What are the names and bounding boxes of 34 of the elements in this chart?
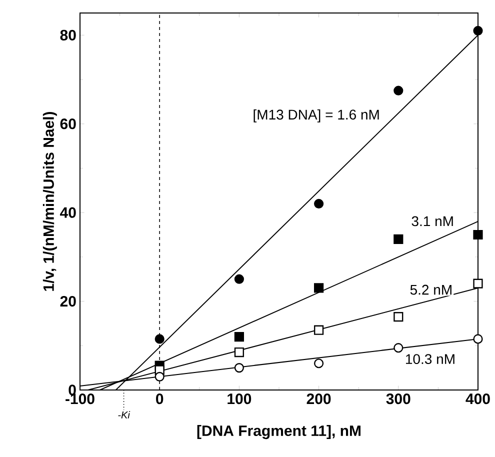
point	[473, 278, 483, 288]
y-axis-title: 1/v, 1/(nM/min/Units Nael)	[42, 112, 57, 291]
point	[394, 343, 404, 353]
series-label: 3.1 nM	[412, 216, 453, 226]
y-tick-label: 80	[60, 30, 76, 40]
point	[154, 334, 164, 344]
point	[394, 86, 404, 96]
point	[473, 230, 483, 240]
point	[234, 347, 244, 358]
point	[314, 325, 324, 335]
x-tick-label: -100	[66, 394, 94, 404]
x-tick-label: 100	[228, 394, 252, 404]
series-label: [M13 DNA] = 1.6 nM	[254, 109, 379, 122]
x-tick-label: 0	[156, 394, 164, 404]
point	[314, 358, 324, 368]
point	[234, 274, 244, 284]
point	[394, 234, 404, 244]
series-label: 5.2 nM	[410, 284, 452, 295]
y-tick-label: 0	[68, 384, 76, 396]
y-tick-label: 20	[60, 296, 76, 307]
point	[234, 332, 244, 342]
y-tick-label: 60	[60, 118, 76, 130]
ref-line-label: -Ki	[118, 411, 130, 418]
x-tick-label: 300	[386, 394, 410, 404]
y-tick-label: 40	[60, 207, 76, 218]
series-label: 10.3 nM	[406, 354, 454, 364]
point	[154, 372, 164, 382]
point	[314, 198, 324, 209]
x-tick-label: 400	[466, 394, 490, 404]
point	[394, 312, 404, 322]
x-tick-label: 200	[306, 394, 331, 404]
x-axis-title: [DNA Fragment 11], nM	[197, 425, 360, 440]
point	[314, 283, 324, 293]
point	[234, 363, 244, 373]
